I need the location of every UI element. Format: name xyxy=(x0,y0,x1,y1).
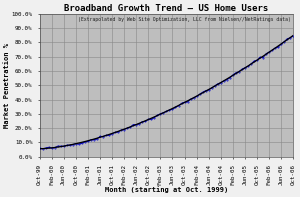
Text: (Extrapolated by Web Site Optimization, LLC from Nielsen//NetRatings data): (Extrapolated by Web Site Optimization, … xyxy=(78,17,291,22)
Title: Broadband Growth Trend – US Home Users: Broadband Growth Trend – US Home Users xyxy=(64,4,268,13)
Y-axis label: Market Penetration %: Market Penetration % xyxy=(4,43,10,128)
X-axis label: Month (starting at Oct. 1999): Month (starting at Oct. 1999) xyxy=(105,186,228,193)
